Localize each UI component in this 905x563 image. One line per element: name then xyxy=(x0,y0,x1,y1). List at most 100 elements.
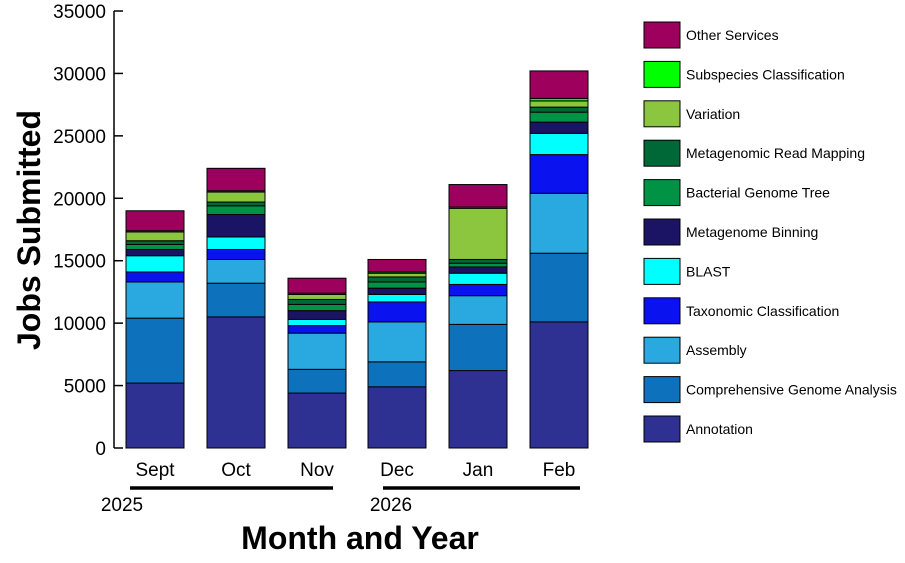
bar-segment-blast xyxy=(529,132,589,156)
bar-segment-taxonomic-classification xyxy=(206,248,266,260)
bar-segment-other-services xyxy=(529,70,589,99)
bar-segment-bacterial-genome-tree xyxy=(206,205,266,216)
bar-segment-comprehensive-genome-analysis xyxy=(529,252,589,323)
legend-item: Subspecies Classification xyxy=(643,60,845,88)
bar-segment-other-services xyxy=(125,210,185,232)
y-tick-label: 20000 xyxy=(53,189,106,210)
y-tick-label: 30000 xyxy=(53,64,106,85)
legend-swatch xyxy=(643,336,681,364)
bar-segment-metagenome-binning xyxy=(206,214,266,238)
bar-segment-bacterial-genome-tree xyxy=(125,243,185,250)
x-tick-label: Sept xyxy=(135,460,175,481)
bar-segment-blast xyxy=(287,318,347,327)
y-tick-label: 15000 xyxy=(53,252,106,273)
bar-segment-blast xyxy=(367,293,427,303)
bar-segment-blast xyxy=(448,272,508,285)
bar-segment-variation xyxy=(287,293,347,300)
bar-segment-other-services xyxy=(206,167,266,192)
legend-swatch xyxy=(643,60,681,88)
y-axis-title: Jobs Submitted xyxy=(11,110,47,350)
bar-segment-metagenome-binning xyxy=(125,248,185,257)
legend-item: Taxonomic Classification xyxy=(643,297,839,325)
x-tick-label: Jan xyxy=(463,460,494,481)
bar-segment-taxonomic-classification xyxy=(448,283,508,297)
bar-segment-bacterial-genome-tree xyxy=(367,281,427,289)
legend-item: Annotation xyxy=(643,415,753,443)
bar-segment-annotation xyxy=(125,382,185,449)
x-axis-labels: Sept Oct Nov Dec Jan Feb 2025 2026 xyxy=(101,460,580,516)
bar-segment-metagenomic-read-mapping xyxy=(287,298,347,305)
bar-stack-jan xyxy=(448,184,508,449)
bar-segment-metagenomic-read-mapping xyxy=(125,240,185,245)
legend-item: Metagenomic Read Mapping xyxy=(643,139,865,167)
legend-item: Bacterial Genome Tree xyxy=(643,179,830,207)
bar-segment-comprehensive-genome-analysis xyxy=(287,368,347,394)
legend-label: Annotation xyxy=(686,421,753,437)
bar-stack-sept xyxy=(125,210,185,449)
legend-label: Metagenome Binning xyxy=(686,224,818,240)
bar-segment-taxonomic-classification xyxy=(125,271,185,283)
bar-segment-variation xyxy=(448,207,508,260)
year-label: 2025 xyxy=(101,495,143,516)
bar-stack-oct xyxy=(206,167,266,449)
legend-item: Other Services xyxy=(643,21,779,49)
bar-segment-taxonomic-classification xyxy=(367,301,427,323)
legend-swatch xyxy=(643,257,681,285)
x-tick-label: Oct xyxy=(221,460,251,481)
bar-segment-variation xyxy=(125,231,185,242)
bar-segment-other-services xyxy=(448,184,508,208)
bar-segment-blast xyxy=(206,236,266,250)
legend-swatch xyxy=(643,415,681,443)
bar-segment-annotation xyxy=(367,386,427,449)
bar-segment-annotation xyxy=(448,370,508,449)
legend-item: Comprehensive Genome Analysis xyxy=(643,376,897,404)
legend-swatch xyxy=(643,139,681,167)
bar-segment-taxonomic-classification xyxy=(287,325,347,334)
bar-segment-metagenomic-read-mapping xyxy=(206,201,266,207)
bar-segment-assembly xyxy=(448,295,508,325)
bar-segment-comprehensive-genome-analysis xyxy=(448,323,508,372)
bar-segment-comprehensive-genome-analysis xyxy=(206,282,266,318)
legend-swatch xyxy=(643,100,681,128)
bar-segment-metagenome-binning xyxy=(287,310,347,320)
bar-segment-assembly xyxy=(367,321,427,363)
legend-label: Comprehensive Genome Analysis xyxy=(686,382,897,398)
bars xyxy=(125,70,589,449)
bar-segment-metagenomic-read-mapping xyxy=(529,106,589,113)
legend-swatch xyxy=(643,376,681,404)
axes: 0 5000 10000 15000 20000 25000 30000 35000 xyxy=(53,2,123,460)
legend-label: Variation xyxy=(686,106,740,122)
legend-label: Bacterial Genome Tree xyxy=(686,185,830,201)
legend-item: Metagenome Binning xyxy=(643,218,818,246)
legend-swatch xyxy=(643,179,681,207)
bar-segment-metagenome-binning xyxy=(367,287,427,295)
bar-segment-other-services xyxy=(287,277,347,294)
legend-label: BLAST xyxy=(686,263,731,279)
y-tick-label: 0 xyxy=(95,439,106,460)
legend-label: Other Services xyxy=(686,27,779,43)
bar-segment-metagenome-binning xyxy=(529,121,589,134)
bar-segment-variation xyxy=(529,100,589,108)
legend-swatch xyxy=(643,218,681,246)
legend-label: Subspecies Classification xyxy=(686,66,845,82)
bar-segment-assembly xyxy=(206,258,266,284)
bar-segment-metagenomic-read-mapping xyxy=(448,258,508,264)
bar-segment-comprehensive-genome-analysis xyxy=(367,361,427,388)
y-tick-label: 35000 xyxy=(53,2,106,23)
legend: Other Services Subspecies Classification V… xyxy=(643,21,897,443)
y-tick-label: 10000 xyxy=(53,314,106,335)
bar-segment-bacterial-genome-tree xyxy=(529,111,589,123)
bar-segment-metagenomic-read-mapping xyxy=(367,276,427,283)
legend-label: Metagenomic Read Mapping xyxy=(686,145,865,161)
bar-segment-variation xyxy=(206,191,266,203)
x-tick-label: Nov xyxy=(300,460,334,481)
bar-segment-assembly xyxy=(529,192,589,254)
legend-label: Assembly xyxy=(686,342,747,358)
bar-segment-comprehensive-genome-analysis xyxy=(125,317,185,384)
x-tick-label: Dec xyxy=(380,460,414,481)
x-tick-label: Feb xyxy=(543,460,576,481)
bar-segment-annotation xyxy=(206,316,266,449)
bar-segment-other-services xyxy=(367,258,427,273)
legend-label: Taxonomic Classification xyxy=(686,303,839,319)
